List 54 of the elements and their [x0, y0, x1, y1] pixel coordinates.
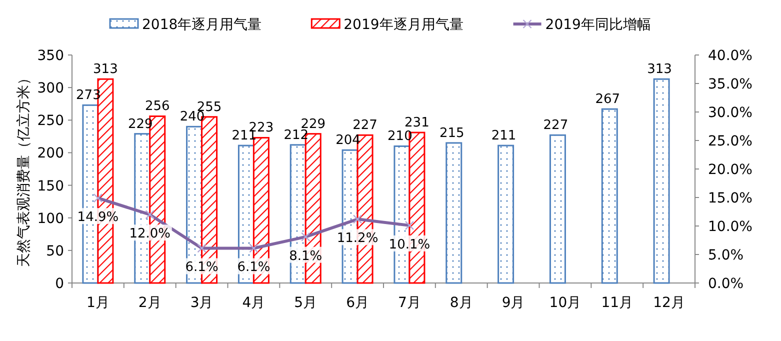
data-label: 313	[647, 62, 672, 78]
y-tick-label: 0	[55, 276, 64, 292]
y-tick-label: 100	[37, 210, 64, 227]
legend-label: 2019年同比增幅	[545, 17, 651, 33]
y2-tick-label: 5.0%	[708, 248, 744, 264]
x-tick-label: 4月	[242, 295, 266, 311]
x-tick-label: 10月	[549, 295, 582, 311]
x-tick-label: 2月	[138, 295, 162, 311]
bar	[446, 142, 462, 284]
data-label: 8.1%	[289, 248, 322, 264]
data-label: 6.1%	[237, 260, 270, 276]
data-label: 313	[93, 62, 118, 78]
bar	[653, 78, 670, 284]
legend-label: 2018年逐月用气量	[142, 17, 262, 33]
data-label: 231	[404, 116, 430, 131]
data-label: 14.9%	[77, 210, 119, 226]
y2-tick-label: 25.0%	[708, 134, 752, 150]
y2-tick-label: 40.0%	[708, 48, 752, 64]
y2-tick-label: 30.0%	[708, 105, 752, 121]
data-label: 227	[543, 118, 568, 134]
x-tick-label: 12月	[653, 295, 685, 311]
data-label: 12.0%	[129, 226, 171, 242]
y-tick-label: 50	[46, 243, 64, 260]
x-tick-label: 1月	[86, 295, 110, 311]
y-tick-label: 150	[37, 178, 64, 194]
bar	[549, 134, 566, 284]
data-label: 11.2%	[336, 231, 378, 246]
x-tick-label: 11月	[601, 295, 634, 311]
y2-tick-label: 10.0%	[708, 219, 752, 235]
x-tick-label: 9月	[502, 295, 525, 311]
y-axis-title: 天然气表观消费量（亿立方米）	[16, 71, 32, 267]
y2-tick-label: 35.0%	[708, 76, 752, 92]
data-label: 256	[144, 99, 170, 114]
bar	[601, 108, 618, 284]
y2-tick-label: 20.0%	[708, 162, 752, 178]
x-tick-label: 6月	[346, 295, 370, 311]
data-label: 6.1%	[185, 260, 218, 276]
data-label: 215	[439, 126, 464, 141]
x-tick-label: 5月	[294, 295, 318, 311]
bar	[498, 144, 514, 284]
y-tick-label: 250	[37, 113, 64, 130]
x-tick-label: 3月	[190, 295, 214, 311]
x-tick-label: 7月	[398, 295, 421, 311]
y2-tick-label: 15.0%	[708, 190, 752, 206]
y-tick-label: 350	[37, 48, 64, 64]
y-tick-label: 200	[37, 146, 64, 162]
x-tick-label: 8月	[450, 295, 473, 311]
data-label: 267	[595, 92, 620, 108]
y2-tick-label: 0.0%	[708, 276, 744, 292]
data-label: 10.1%	[388, 237, 430, 252]
data-label: 227	[352, 118, 378, 134]
data-label: 211	[491, 128, 516, 144]
legend-label: 2019年逐月用气量	[344, 17, 464, 33]
y-tick-label: 300	[37, 80, 64, 97]
